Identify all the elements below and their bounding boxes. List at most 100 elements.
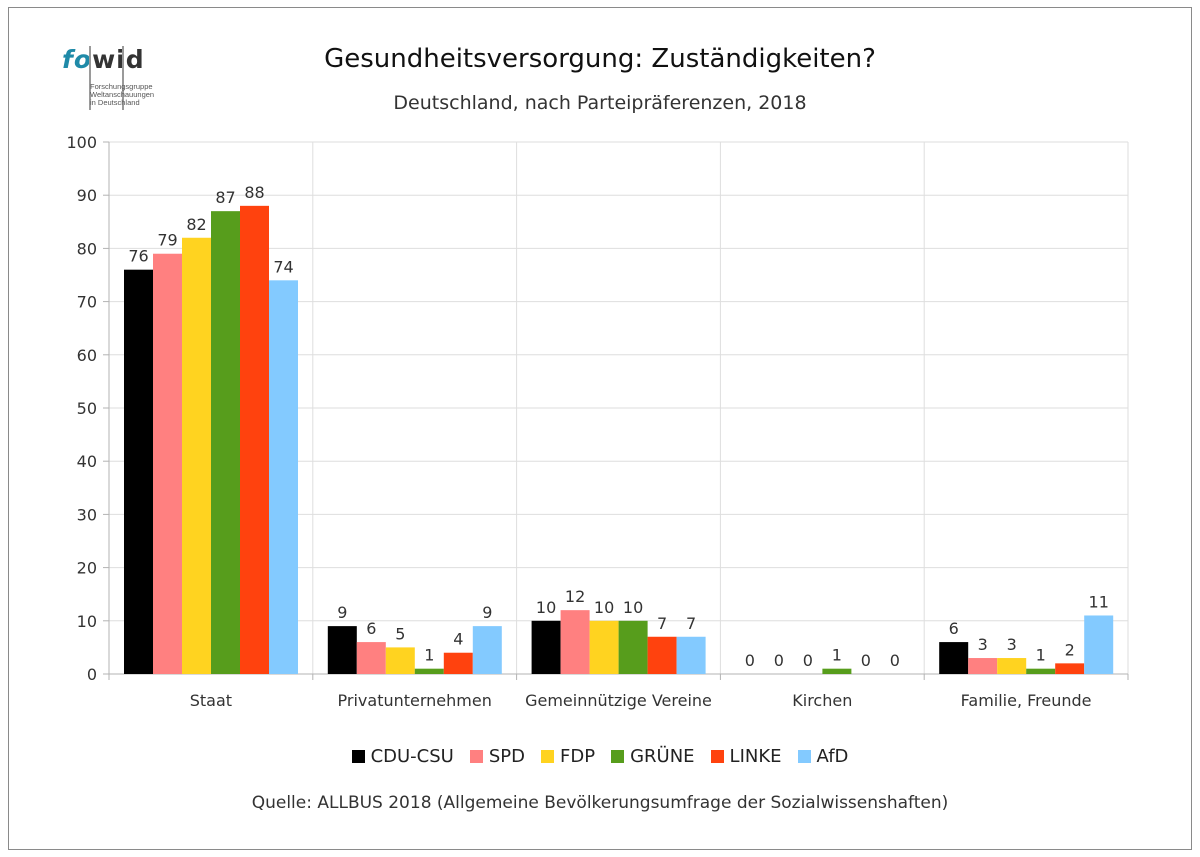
- bar: [443, 652, 473, 674]
- chart-frame: [8, 7, 1192, 850]
- data-label: 7: [686, 614, 696, 633]
- bar: [1026, 668, 1056, 674]
- data-label: 82: [186, 215, 206, 234]
- data-label: 76: [128, 247, 148, 266]
- x-category-label: Familie, Freunde: [961, 691, 1092, 710]
- data-label: 3: [978, 635, 988, 654]
- y-tick-label: 40: [77, 452, 97, 471]
- y-tick-label: 80: [77, 239, 97, 258]
- bar: [385, 647, 415, 674]
- data-label: 11: [1089, 592, 1109, 611]
- y-tick-label: 20: [77, 559, 97, 578]
- legend-swatch: [611, 750, 625, 763]
- data-label: 1: [1036, 646, 1046, 665]
- data-label: 0: [803, 651, 813, 670]
- data-label: 74: [273, 257, 293, 276]
- data-label: 6: [949, 619, 959, 638]
- legend-swatch: [541, 750, 554, 763]
- legend-item: CDU-CSU: [351, 746, 454, 767]
- bar: [153, 253, 182, 674]
- data-label: 9: [337, 603, 347, 622]
- legend-label: GRÜNE: [630, 746, 695, 767]
- logo-divider: [122, 46, 124, 110]
- legend-label: AfD: [816, 746, 849, 767]
- y-tick-label: 0: [87, 665, 97, 684]
- legend-item: GRÜNE: [611, 746, 695, 767]
- legend-item: SPD: [469, 746, 525, 767]
- bar: [822, 668, 852, 674]
- bar: [124, 269, 153, 674]
- legend-label: CDU-CSU: [370, 746, 454, 767]
- bar: [240, 205, 269, 674]
- y-tick-label: 10: [77, 612, 97, 631]
- y-tick-label: 50: [77, 399, 97, 418]
- legend-item: AfD: [797, 746, 849, 767]
- data-label: 5: [395, 624, 405, 643]
- data-label: 1: [424, 646, 434, 665]
- y-tick-label: 60: [77, 346, 97, 365]
- legend-item: LINKE: [710, 746, 782, 767]
- data-label: 10: [623, 598, 643, 617]
- chart-title: Gesundheitsversorgung: Zuständigkeiten?: [324, 44, 876, 74]
- bar: [1084, 615, 1114, 674]
- y-tick-label: 30: [77, 505, 97, 524]
- legend-swatch: [710, 750, 724, 763]
- bar: [269, 280, 298, 674]
- bar: [531, 620, 561, 674]
- x-category-label: Gemeinnützige Vereine: [525, 691, 712, 710]
- data-label: 10: [536, 598, 556, 617]
- data-label: 6: [366, 619, 376, 638]
- bar: [997, 658, 1027, 674]
- logo-divider: [89, 46, 91, 110]
- chart-legend: CDU-CSU SPD FDP GRÜNE LINKE AfD: [0, 746, 1200, 767]
- y-tick-label: 100: [66, 133, 97, 152]
- data-label: 10: [594, 598, 614, 617]
- bar: [1055, 663, 1085, 674]
- legend-swatch: [351, 750, 365, 763]
- bar: [182, 237, 211, 674]
- legend-swatch: [469, 750, 483, 763]
- bar: [647, 636, 677, 674]
- data-label: 3: [1007, 635, 1017, 654]
- source-note: Quelle: ALLBUS 2018 (Allgemeine Bevölker…: [251, 793, 949, 813]
- data-label: 0: [890, 651, 900, 670]
- bar: [939, 642, 969, 674]
- data-label: 79: [157, 231, 177, 250]
- legend-label: FDP: [560, 746, 596, 767]
- bar: [618, 620, 648, 674]
- data-label: 9: [482, 603, 492, 622]
- data-label: 0: [774, 651, 784, 670]
- legend-swatch: [797, 750, 811, 763]
- legend-item: FDP: [541, 746, 595, 767]
- legend-label: SPD: [488, 746, 525, 767]
- bar: [414, 668, 444, 674]
- data-label: 0: [861, 651, 871, 670]
- logo-wordmark: fowid: [62, 45, 145, 74]
- legend-label: LINKE: [729, 746, 782, 767]
- y-tick-label: 90: [77, 186, 97, 205]
- data-label: 88: [244, 183, 264, 202]
- data-label: 7: [657, 614, 667, 633]
- data-label: 12: [565, 587, 585, 606]
- logo-subtitle: Forschungsgruppe Weltanschauungen in Deu…: [90, 82, 155, 107]
- data-label: 4: [453, 630, 463, 649]
- bar: [676, 636, 706, 674]
- chart-subtitle: Deutschland, nach Parteipräferenzen, 201…: [393, 92, 807, 114]
- bar: [968, 658, 998, 674]
- bar: [356, 642, 386, 674]
- y-tick-label: 70: [77, 293, 97, 312]
- bar: [327, 626, 357, 674]
- fowid-logo: fowid Forschungsgruppe Weltanschauungen …: [62, 46, 182, 112]
- data-label: 87: [215, 188, 235, 207]
- x-category-label: Staat: [190, 691, 232, 710]
- data-label: 0: [745, 651, 755, 670]
- data-label: 2: [1065, 640, 1075, 659]
- data-label: 1: [832, 646, 842, 665]
- bar: [472, 626, 502, 674]
- x-category-label: Privatunternehmen: [338, 691, 492, 710]
- bar: [560, 610, 590, 674]
- bar: [589, 620, 619, 674]
- bar: [211, 211, 240, 674]
- x-category-label: Kirchen: [792, 691, 852, 710]
